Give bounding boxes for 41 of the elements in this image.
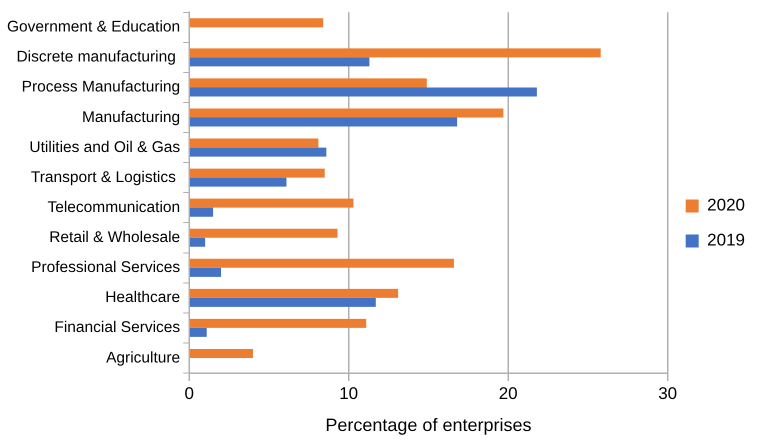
bar: [190, 298, 376, 307]
bar: [190, 268, 222, 277]
y-tick-label: Telecommunication: [47, 198, 180, 216]
x-tick-label: 30: [658, 384, 678, 403]
bar: [190, 148, 326, 157]
y-tick-label: Healthcare: [105, 289, 180, 306]
x-tick-label: 0: [184, 384, 194, 403]
bar: [190, 328, 207, 337]
y-tick-label: Manufacturing: [82, 108, 180, 126]
y-tick-label: Professional Services: [31, 259, 180, 276]
x-tick-label: 10: [339, 384, 358, 403]
legend-label: 2020: [707, 196, 746, 215]
y-tick-label: Retail & Wholesale: [49, 229, 180, 246]
bar: [190, 118, 458, 127]
legend-label: 2019: [707, 230, 746, 250]
bar: [190, 178, 286, 187]
bar: [190, 238, 206, 247]
y-tick-label: Utilities and Oil & Gas: [29, 138, 180, 156]
bar: [190, 208, 214, 217]
bar: [190, 168, 325, 178]
bar: [190, 138, 318, 148]
bar: [190, 348, 253, 358]
bar: [190, 318, 366, 328]
bar: [190, 288, 398, 298]
bar: [190, 87, 537, 96]
y-tick-label: Government & Education: [6, 18, 180, 36]
bar: [190, 78, 427, 88]
bar: [190, 228, 338, 238]
x-axis-title: Percentage of enterprises: [325, 415, 532, 436]
bar: [190, 57, 370, 66]
bar: [190, 198, 354, 208]
y-tick-label: Discrete manufacturing: [16, 48, 180, 66]
x-tick-label: 20: [498, 384, 518, 403]
y-tick-label: Financial Services: [54, 319, 180, 336]
bar: [190, 108, 504, 118]
y-tick-label: Agriculture: [106, 349, 180, 366]
y-tick-label: Process Manufacturing: [22, 78, 180, 96]
y-tick-label: Transport & Logistics: [30, 168, 180, 186]
bar: [190, 258, 454, 268]
bar: [190, 18, 324, 28]
bar: [190, 48, 601, 58]
